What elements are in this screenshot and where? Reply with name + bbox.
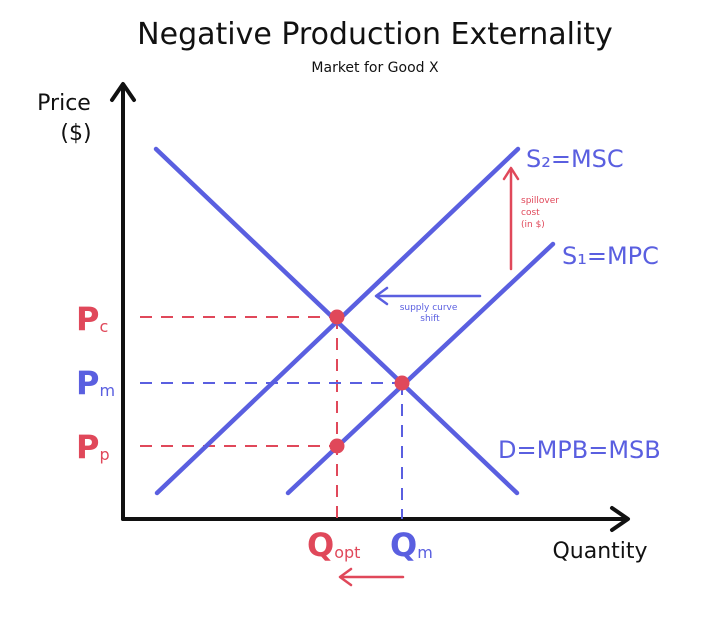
chart-subtitle: Market for Good X bbox=[311, 60, 439, 76]
point-producer-price bbox=[329, 438, 345, 454]
y-axis-arrowhead bbox=[110, 82, 136, 102]
s2-label: S₂=MSC bbox=[526, 145, 624, 173]
chart-title: Negative Production Externality bbox=[137, 17, 613, 52]
s1-label: S₁=MPC bbox=[562, 242, 659, 270]
quantity-label-qopt: Qopt bbox=[307, 526, 360, 564]
y-axis-label: Price bbox=[37, 91, 91, 116]
price-label-pc: Pc bbox=[76, 300, 108, 338]
x-axis-arrowhead bbox=[610, 506, 630, 532]
axes bbox=[110, 82, 630, 532]
supply-shift-arrow bbox=[374, 286, 482, 306]
spillover-note: spillover cost (in $) bbox=[521, 196, 562, 230]
curves bbox=[153, 146, 556, 496]
demand-label: D=MPB=MSB bbox=[498, 436, 661, 464]
point-socially-optimal bbox=[329, 309, 345, 325]
supply-shift-note: supply curve shift bbox=[400, 303, 461, 324]
quantity-label-qm: Qm bbox=[390, 526, 433, 564]
price-label-pm: Pm bbox=[76, 364, 115, 402]
point-market-equilibrium bbox=[394, 375, 410, 391]
y-axis-unit: ($) bbox=[60, 121, 91, 146]
price-label-pp: Pp bbox=[76, 428, 110, 466]
quantity-decrease-arrow bbox=[338, 567, 405, 587]
x-axis-label: Quantity bbox=[552, 539, 647, 564]
spillover-arrow bbox=[502, 166, 520, 271]
